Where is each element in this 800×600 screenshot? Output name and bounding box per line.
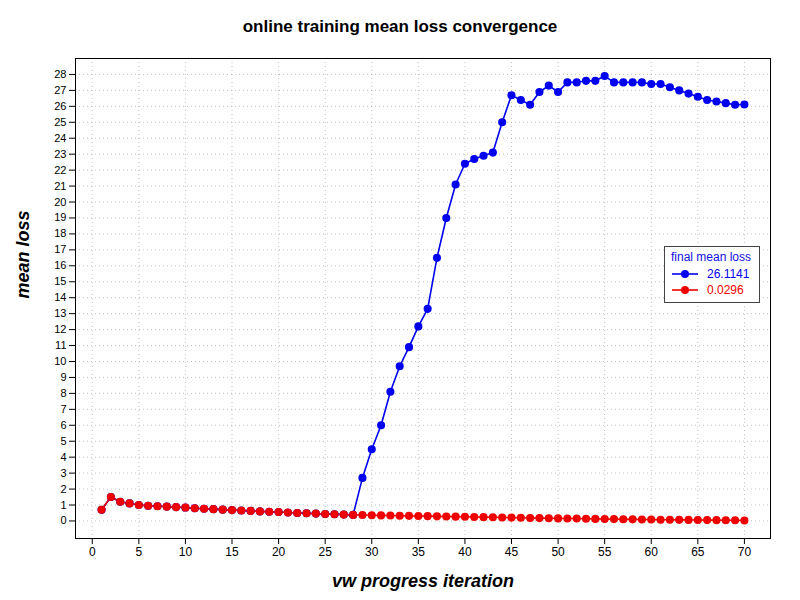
svg-text:8: 8 (60, 387, 66, 399)
svg-text:3: 3 (60, 467, 66, 479)
svg-text:19: 19 (54, 211, 66, 223)
html-text:final mean loss: final mean loss (671, 249, 751, 264)
svg-text:70: 70 (738, 545, 752, 559)
svg-text:26: 26 (54, 100, 66, 112)
svg-text:15: 15 (225, 545, 239, 559)
svg-text:14: 14 (54, 291, 66, 303)
svg-text:1: 1 (60, 499, 66, 511)
svg-text:22: 22 (54, 164, 66, 176)
svg-text:9: 9 (60, 371, 66, 383)
svg-text:50: 50 (551, 545, 565, 559)
html-text:online training mean loss conv: online training mean loss convergence (242, 17, 558, 36)
svg-text:16: 16 (54, 259, 66, 271)
svg-text:40: 40 (458, 545, 472, 559)
svg-text:27: 27 (54, 84, 66, 96)
svg-text:12: 12 (54, 323, 66, 335)
html-text:0.0296: 0.0296 (707, 282, 744, 297)
svg-text:20: 20 (54, 196, 66, 208)
svg-text:10: 10 (179, 545, 193, 559)
svg-text:18: 18 (54, 227, 66, 239)
svg-text:30: 30 (365, 545, 379, 559)
svg-text:0: 0 (89, 545, 96, 559)
svg-text:vw progress iteration: vw progress iteration (332, 571, 514, 591)
svg-text:28: 28 (54, 68, 66, 80)
svg-text:17: 17 (54, 243, 66, 255)
svg-text:4: 4 (60, 451, 66, 463)
svg-text:2: 2 (60, 483, 66, 495)
svg-text:20: 20 (272, 545, 286, 559)
svg-text:5: 5 (136, 545, 143, 559)
svg-text:13: 13 (54, 307, 66, 319)
svg-text:11: 11 (55, 339, 66, 351)
svg-text:0: 0 (60, 514, 66, 526)
svg-text:10: 10 (54, 355, 66, 367)
svg-text:35: 35 (412, 545, 426, 559)
html-text:26.1141: 26.1141 (707, 266, 750, 281)
svg-text:7: 7 (60, 403, 66, 415)
svg-text:5: 5 (60, 435, 66, 447)
svg-text:15: 15 (54, 275, 66, 287)
svg-text:25: 25 (54, 116, 66, 128)
svg-text:45: 45 (505, 545, 519, 559)
svg-text:23: 23 (54, 148, 66, 160)
svg-text:55: 55 (598, 545, 612, 559)
svg-text:6: 6 (60, 419, 66, 431)
svg-text:mean loss: mean loss (13, 210, 33, 298)
svg-text:60: 60 (645, 545, 659, 559)
svg-text:25: 25 (318, 545, 332, 559)
svg-text:21: 21 (54, 180, 66, 192)
svg-text:65: 65 (691, 545, 705, 559)
svg-text:24: 24 (54, 132, 66, 144)
